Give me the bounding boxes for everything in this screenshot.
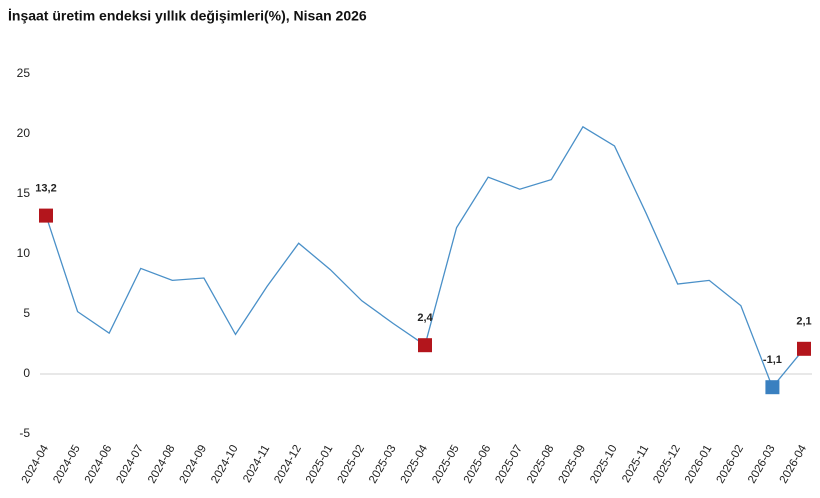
y-tick-label: 0 — [23, 366, 30, 380]
x-tick-label: 2026-02 — [715, 443, 747, 486]
value-label: 2,4 — [417, 312, 433, 324]
x-tick-label: 2025-06 — [462, 443, 494, 486]
x-tick-label: 2025-05 — [430, 443, 462, 486]
x-tick-label: 2026-01 — [683, 443, 715, 486]
x-tick-label: 2024-06 — [83, 443, 115, 486]
x-tick-label: 2025-08 — [525, 443, 557, 486]
x-tick-label: 2024-12 — [272, 443, 304, 486]
x-tick-label: 2025-10 — [588, 443, 620, 486]
marker — [39, 208, 53, 223]
x-tick-label: 2024-09 — [178, 443, 210, 486]
x-tick-label: 2025-09 — [557, 443, 589, 486]
x-tick-label: 2024-11 — [241, 443, 272, 485]
x-tick-label: 2025-01 — [304, 443, 336, 486]
x-tick-label: 2024-10 — [209, 443, 241, 486]
x-tick-label: 2024-08 — [146, 443, 178, 486]
y-tick-label: 25 — [17, 66, 31, 80]
y-tick-label: 10 — [17, 246, 31, 260]
marker — [418, 338, 432, 353]
x-tick-label: 2024-05 — [51, 443, 83, 486]
y-tick-label: 5 — [23, 306, 30, 320]
x-tick-label: 2026-03 — [746, 443, 778, 486]
value-label: 13,2 — [35, 183, 56, 195]
x-tick-label: 2025-11 — [620, 443, 651, 485]
y-tick-label: 20 — [17, 126, 31, 140]
x-tick-label: 2026-04 — [778, 443, 810, 486]
value-label: -1,1 — [763, 354, 782, 366]
chart-title: İnşaat üretim endeksi yıllık değişimleri… — [8, 8, 367, 24]
x-tick-label: 2024-04 — [20, 443, 52, 486]
marker — [797, 341, 811, 356]
marker — [765, 380, 780, 395]
x-tick-label: 2025-02 — [336, 443, 368, 486]
x-tick-label: 2025-04 — [399, 443, 431, 486]
x-tick-label: 2024-07 — [114, 443, 146, 486]
x-tick-label: 2025-07 — [493, 443, 525, 486]
x-tick-label: 2025-12 — [651, 443, 683, 486]
x-tick-label: 2025-03 — [367, 443, 399, 486]
value-label: 2,1 — [796, 316, 811, 328]
y-tick-label: 15 — [17, 186, 31, 200]
y-tick-label: -5 — [19, 426, 30, 440]
